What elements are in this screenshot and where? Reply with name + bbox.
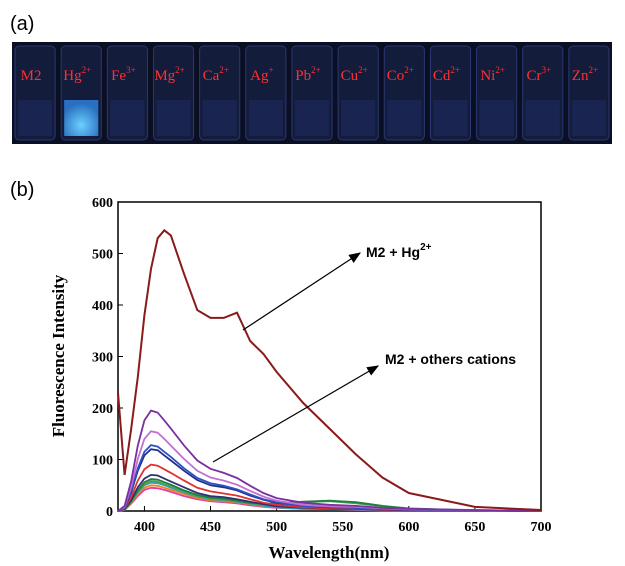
series-line [117, 430, 542, 512]
panel-label: (a) [10, 13, 34, 35]
vial-liquid [156, 100, 191, 136]
y-axis-label: Fluorescence Intensity [49, 274, 68, 437]
annotation: M2 + others cations [385, 351, 516, 367]
ion: Cr [526, 68, 541, 84]
annotation: M2 + Hg2+ [366, 242, 432, 260]
charge: 2+ [219, 65, 229, 75]
vial-label: M2 [21, 68, 42, 84]
charge: 2+ [358, 65, 368, 75]
x-axis-label: Wavelength(nm) [269, 543, 390, 562]
vial-liquid [571, 100, 606, 136]
charge: 3+ [541, 65, 551, 75]
x-tick-label: 650 [464, 520, 485, 535]
vial-liquid [387, 100, 422, 136]
vial-label: Zn2+ [572, 65, 598, 84]
arrow [212, 365, 380, 463]
vial-label: Ag+ [250, 65, 273, 84]
charge: 2+ [82, 65, 92, 75]
ion: Ag [250, 68, 269, 84]
charge: 2+ [175, 65, 185, 75]
series-line [117, 444, 542, 512]
charge: + [268, 65, 273, 75]
ion: Cu [341, 68, 359, 84]
vial-label: Ca2+ [203, 65, 229, 84]
vial-liquid [18, 100, 53, 136]
vial-liquid [64, 100, 99, 136]
vial-liquid [479, 100, 514, 136]
y-tick-label: 0 [106, 505, 113, 520]
vial-label: Fe3+ [111, 65, 136, 84]
x-tick-label: 550 [332, 520, 353, 535]
vial-liquid [110, 100, 145, 136]
vial-label: Hg2+ [63, 65, 91, 84]
vial-liquid [341, 100, 376, 136]
vial-liquid [525, 100, 560, 136]
y-tick-label: 600 [92, 196, 113, 211]
ion: Fe [111, 68, 126, 84]
vial-label: Co2+ [387, 65, 414, 84]
vial-label: Pb2+ [295, 65, 320, 84]
ion: Pb [295, 68, 311, 84]
y-tick-label: 100 [92, 454, 113, 469]
x-tick-label: 600 [398, 520, 419, 535]
vial-label: Cr3+ [526, 65, 551, 84]
x-tick-label: 400 [134, 520, 155, 535]
x-tick-label: 700 [531, 520, 552, 535]
vial-label: Cd2+ [433, 65, 460, 84]
series-line [117, 228, 542, 511]
charge: 2+ [311, 65, 321, 75]
panel-label: (b) [10, 179, 34, 201]
vial-label: Ni2+ [480, 65, 505, 84]
series-line [117, 480, 542, 512]
charge: 3+ [126, 65, 136, 75]
annotation-sup: 2+ [420, 242, 432, 253]
series-line [117, 478, 542, 512]
vial-liquid [202, 100, 237, 136]
charge: 2+ [450, 65, 460, 75]
ion: Hg [63, 68, 82, 84]
ion: M2 [21, 68, 42, 84]
vial-label: Cu2+ [341, 65, 368, 84]
y-tick-label: 200 [92, 402, 113, 417]
charge: 2+ [495, 65, 505, 75]
charge: 2+ [404, 65, 414, 75]
vial-liquid [433, 100, 468, 136]
series-line [117, 409, 542, 512]
annotation-text: M2 + Hg [366, 244, 420, 260]
y-tick-label: 400 [92, 299, 113, 314]
x-tick-label: 450 [200, 520, 221, 535]
ion: Ca [203, 68, 220, 84]
x-tick-label: 500 [266, 520, 287, 535]
charge: 2+ [588, 65, 598, 75]
ion: Cd [433, 68, 451, 84]
vial-label: Mg2+ [154, 65, 184, 84]
y-tick-label: 300 [92, 351, 113, 366]
y-tick-label: 500 [92, 248, 113, 263]
ion: Mg [154, 68, 175, 84]
vial-liquid [294, 100, 330, 136]
vial-liquid [248, 100, 283, 136]
ion: Zn [572, 68, 589, 84]
ion: Co [387, 68, 405, 84]
ion: Ni [480, 68, 495, 84]
arrow [242, 252, 362, 331]
